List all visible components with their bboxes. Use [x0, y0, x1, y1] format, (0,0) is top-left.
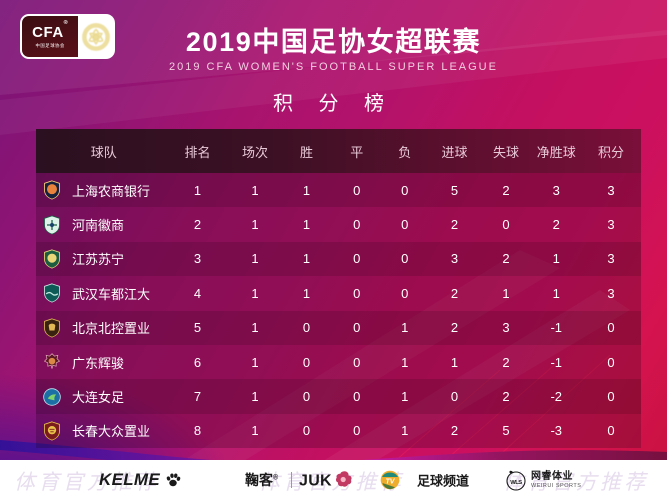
svg-text:TV: TV: [386, 479, 396, 486]
svg-text:WLS: WLS: [510, 480, 522, 486]
